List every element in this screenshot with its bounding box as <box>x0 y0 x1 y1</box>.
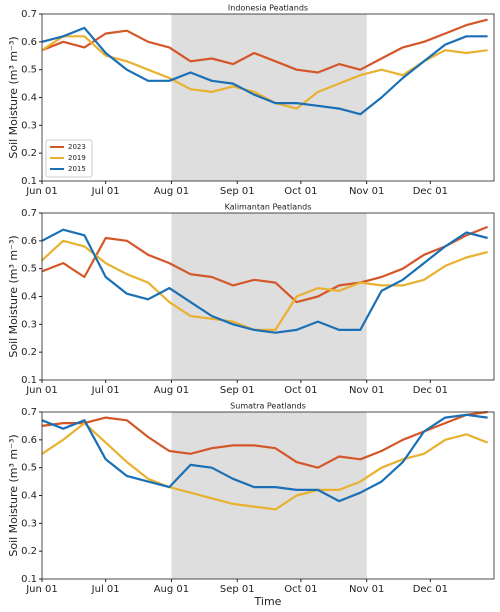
x-tick-label: Nov 01 <box>349 385 384 396</box>
plot-frame <box>41 411 495 580</box>
y-tick-label: 0.2 <box>21 546 37 557</box>
y-tick-label: 0.6 <box>21 236 37 247</box>
y-tick-label: 0.5 <box>21 264 37 275</box>
y-tick-label: 0.2 <box>21 148 37 159</box>
line-series <box>41 410 488 469</box>
x-tick-label: Jun 01 <box>25 186 58 197</box>
legend-label: 2023 <box>68 143 86 151</box>
y-tick-label: 0.3 <box>21 518 37 529</box>
x-tick-label: Aug 01 <box>154 186 189 197</box>
x-tick-label: Dec 01 <box>413 385 448 396</box>
y-tick-label: 0.5 <box>21 65 37 76</box>
y-tick-label: 0.6 <box>21 37 37 48</box>
line-series <box>41 422 489 511</box>
x-tick-label: Oct 01 <box>284 584 317 595</box>
plot-frame <box>41 13 495 182</box>
chart-title: Indonesia Peatlands <box>228 4 308 13</box>
y-tick-label: 0.4 <box>21 292 37 303</box>
x-tick-label: Dec 01 <box>413 186 448 197</box>
x-tick-label: Aug 01 <box>154 385 189 396</box>
y-tick-label: 0.1 <box>21 574 37 585</box>
y-axis-label: Soil Moisture (m³ m⁻³) <box>7 36 20 158</box>
chart-title: Sumatra Peatlands <box>230 402 306 411</box>
x-tick-label: Nov 01 <box>349 186 384 197</box>
y-tick-label: 0.4 <box>21 93 37 104</box>
y-tick-label: 0.3 <box>21 319 37 330</box>
legend-label: 2015 <box>68 165 86 173</box>
line-series <box>41 228 488 334</box>
x-tick-label: Jun 01 <box>25 385 58 396</box>
y-tick-label: 0.7 <box>21 9 37 20</box>
x-tick-label: Oct 01 <box>284 385 317 396</box>
y-tick-label: 0.4 <box>21 491 37 502</box>
line-series <box>41 239 488 331</box>
line-series <box>41 225 489 304</box>
x-tick-label: Sep 01 <box>220 186 255 197</box>
legend-label: 2019 <box>68 154 86 162</box>
x-tick-label: Jul 01 <box>91 186 120 197</box>
line-series <box>41 26 488 116</box>
x-tick-label: Nov 01 <box>349 584 384 595</box>
x-tick-label: Jul 01 <box>91 385 120 396</box>
line-series <box>41 18 488 74</box>
y-tick-label: 0.2 <box>21 347 37 358</box>
y-tick-label: 0.5 <box>21 463 37 474</box>
x-tick-label: Aug 01 <box>154 584 189 595</box>
x-tick-label: Dec 01 <box>413 584 448 595</box>
y-axis-label: Soil Moisture (m³ m⁻³) <box>7 434 20 556</box>
chart-title: Kalimantan Peatlands <box>225 203 312 212</box>
y-tick-label: 0.1 <box>21 375 37 386</box>
y-tick-label: 0.7 <box>21 208 37 219</box>
y-tick-label: 0.3 <box>21 120 37 131</box>
shaded-region <box>171 14 367 181</box>
legend-box <box>45 139 93 178</box>
x-tick-label: Oct 01 <box>284 186 317 197</box>
shaded-region <box>171 213 367 380</box>
y-tick-label: 0.6 <box>21 435 37 446</box>
y-tick-label: 0.1 <box>21 176 37 187</box>
y-axis-label: Soil Moisture (m³ m⁻³) <box>7 235 20 357</box>
x-axis-label: Time <box>254 595 282 608</box>
plot-frame <box>41 212 495 381</box>
line-series <box>41 413 488 503</box>
y-tick-label: 0.7 <box>21 407 37 418</box>
x-tick-label: Jun 01 <box>25 584 58 595</box>
x-tick-label: Sep 01 <box>220 385 255 396</box>
x-tick-label: Jul 01 <box>91 584 120 595</box>
x-tick-label: Sep 01 <box>220 584 255 595</box>
